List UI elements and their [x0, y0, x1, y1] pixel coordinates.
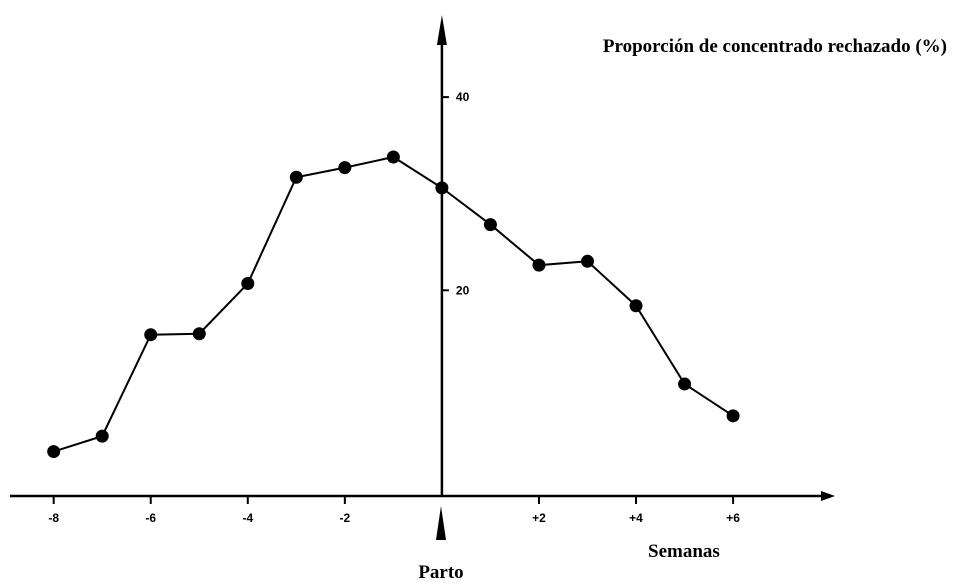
- point: [678, 377, 692, 391]
- x-tick-label: +4: [629, 511, 643, 525]
- point: [95, 429, 109, 443]
- x-tick-label: -4: [242, 511, 253, 525]
- point: [289, 170, 303, 184]
- point: [483, 218, 497, 232]
- x-tick-label: -2: [340, 511, 351, 525]
- x-tick-label: -8: [48, 511, 59, 525]
- point: [581, 254, 594, 268]
- x-tick-label: -6: [145, 511, 156, 525]
- x-axis-arrow: [821, 491, 835, 501]
- point: [144, 328, 158, 342]
- point: [386, 150, 400, 164]
- point: [338, 161, 352, 175]
- x-tick-label: +6: [726, 511, 740, 525]
- point: [726, 409, 740, 423]
- x-tick-label: +2: [532, 511, 546, 525]
- y-axis-arrow: [436, 15, 447, 45]
- y-tick-label: 40: [456, 90, 470, 104]
- point: [192, 327, 206, 341]
- x-axis-label: Semanas: [648, 541, 720, 562]
- annotation: Parto: [418, 562, 463, 583]
- point: [47, 445, 61, 459]
- point: [241, 277, 255, 291]
- point: [629, 299, 643, 313]
- y-axis-label: Proporción de concentrado rechazado (%): [603, 36, 947, 57]
- point: [435, 181, 449, 195]
- point: [532, 258, 546, 272]
- y-tick-label: 20: [456, 283, 470, 297]
- annotation-arrow: [436, 506, 446, 540]
